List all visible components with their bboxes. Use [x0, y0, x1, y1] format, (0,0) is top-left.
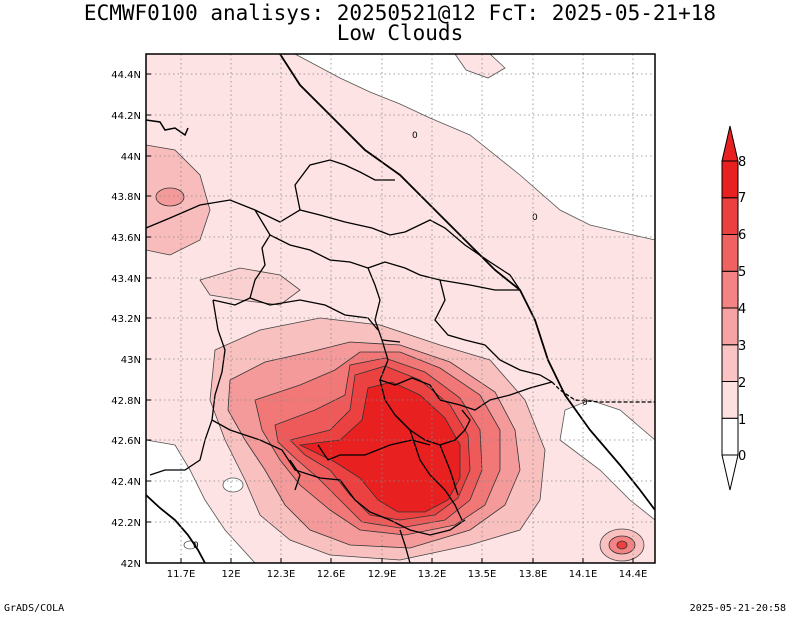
admin-boundaries — [146, 159, 655, 563]
contour-0-region — [294, 54, 655, 241]
colorbar-box — [721, 270, 739, 309]
colorbar-label: 5 — [738, 265, 746, 280]
contour-label: 0 — [532, 213, 538, 223]
coastline-adriatic — [279, 54, 655, 511]
lon-label: 11.7E — [167, 569, 196, 580]
lon-label: 14.4E — [619, 569, 648, 580]
colorbar-label: 7 — [738, 191, 746, 206]
colorbar-high-arrow — [721, 125, 739, 162]
lat-label: 42.8N — [111, 396, 141, 407]
colorbar-box — [721, 417, 739, 456]
lon-label: 12.6E — [317, 569, 346, 580]
lat-label: 43.8N — [111, 192, 141, 203]
lat-label: 42N — [121, 559, 141, 570]
colorbar-box — [721, 381, 739, 419]
footer-credit: GrADS/COLA — [4, 603, 65, 614]
lat-label: 43.4N — [111, 274, 141, 285]
colorbar: 0 1 2 3 4 5 6 7 8 — [721, 125, 746, 491]
contour-0-region-sw — [146, 439, 256, 563]
lat-label: 43.6N — [111, 233, 141, 244]
colorbar-label: 2 — [738, 376, 746, 391]
lon-label: 12E — [221, 569, 240, 580]
contour-label: 0 — [193, 541, 199, 551]
contour-label: 0 — [412, 131, 418, 141]
colorbar-label: 3 — [738, 339, 746, 354]
lat-label: 44N — [121, 152, 141, 163]
lat-label: 42.4N — [111, 477, 141, 488]
lat-label: 42.2N — [111, 518, 141, 529]
lon-label: 12.9E — [368, 569, 397, 580]
colorbar-label: 8 — [738, 155, 746, 170]
coastline-tyrrhenian — [146, 494, 206, 563]
lon-label: 13.5E — [468, 569, 497, 580]
colorbar-box — [721, 160, 739, 199]
lon-label: 13.2E — [418, 569, 447, 580]
colorbar-low-arrow — [721, 454, 739, 491]
lat-label: 44.4N — [111, 70, 141, 81]
lat-label: 43N — [121, 355, 141, 366]
colorbar-box — [721, 344, 739, 382]
footer-timestamp: 2025-05-21-20:58 — [689, 603, 786, 614]
colorbar-box — [721, 307, 739, 346]
lon-label: 13.8E — [519, 569, 548, 580]
colorbar-label: 0 — [738, 449, 746, 464]
lon-label: 14.1E — [569, 569, 598, 580]
map-subtitle: Low Clouds — [336, 21, 464, 45]
lat-lon-grid — [146, 54, 655, 563]
cloud-field: 0 0 0 0 — [146, 54, 655, 563]
lat-axis: 42N 42.2N 42.4N 42.6N 42.8N 43N 43.2N 43… — [111, 70, 141, 570]
contour-label: 0 — [582, 398, 588, 408]
lat-label: 42.6N — [111, 436, 141, 447]
colorbar-label: 6 — [738, 228, 746, 243]
lon-axis: 11.7E 12E 12.3E 12.6E 12.9E 13.2E 13.5E … — [167, 569, 648, 580]
map-frame — [145, 53, 656, 564]
colorbar-label: 4 — [738, 302, 746, 317]
colorbar-label: 1 — [738, 413, 746, 428]
lat-label: 43.2N — [111, 314, 141, 325]
lat-label: 44.2N — [111, 111, 141, 122]
lon-label: 12.3E — [267, 569, 296, 580]
colorbar-box — [721, 234, 739, 272]
map-title: ECMWF0100 analisys: 20250521@12 FcT: 202… — [83, 1, 717, 25]
colorbar-box — [721, 197, 739, 235]
